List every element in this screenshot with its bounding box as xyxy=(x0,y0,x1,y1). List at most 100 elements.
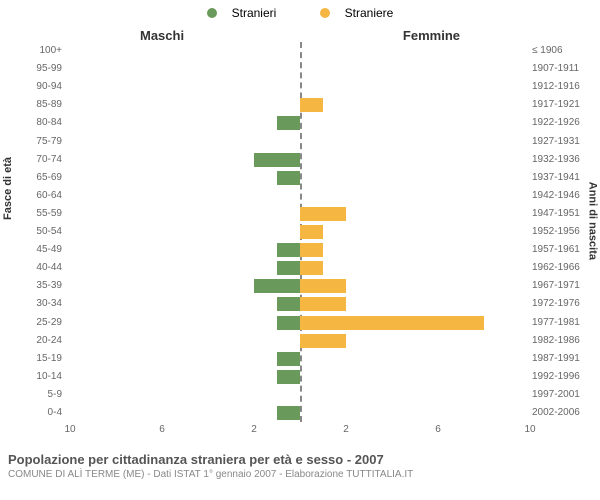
x-tick: 10 xyxy=(524,424,535,435)
legend-dot-female xyxy=(320,8,330,18)
bar-female xyxy=(300,243,323,257)
footer-title: Popolazione per cittadinanza straniera p… xyxy=(8,452,592,467)
bar-male xyxy=(277,297,300,311)
birth-year-label: 1937-1941 xyxy=(532,172,598,183)
age-row: 20-241982-1986 xyxy=(70,332,530,350)
age-label: 45-49 xyxy=(2,244,62,255)
birth-year-label: 1962-1966 xyxy=(532,262,598,273)
age-row: 0-42002-2006 xyxy=(70,404,530,422)
birth-year-label: 1997-2001 xyxy=(532,389,598,400)
footer-subtitle: COMUNE DI ALÌ TERME (ME) - Dati ISTAT 1°… xyxy=(8,469,592,480)
age-row: 10-141992-1996 xyxy=(70,368,530,386)
age-label: 65-69 xyxy=(2,172,62,183)
birth-year-label: 1927-1931 xyxy=(532,136,598,147)
birth-year-label: 1907-1911 xyxy=(532,63,598,74)
age-row: 85-891917-1921 xyxy=(70,96,530,114)
age-label: 70-74 xyxy=(2,154,62,165)
bar-male xyxy=(277,261,300,275)
birth-year-label: 1977-1981 xyxy=(532,317,598,328)
bar-female xyxy=(300,279,346,293)
birth-year-label: ≤ 1906 xyxy=(532,45,598,56)
x-tick: 10 xyxy=(64,424,75,435)
age-label: 95-99 xyxy=(2,63,62,74)
birth-year-label: 1912-1916 xyxy=(532,81,598,92)
age-label: 85-89 xyxy=(2,99,62,110)
x-axis-ticks: 10622610 xyxy=(70,424,530,440)
age-row: 40-441962-1966 xyxy=(70,259,530,277)
age-row: 35-391967-1971 xyxy=(70,277,530,295)
bar-male xyxy=(277,406,300,420)
column-header-male: Maschi xyxy=(140,28,184,43)
age-label: 50-54 xyxy=(2,226,62,237)
legend-label-female: Straniere xyxy=(345,6,394,20)
birth-year-label: 1987-1991 xyxy=(532,353,598,364)
age-row: 30-341972-1976 xyxy=(70,295,530,313)
bar-female xyxy=(300,207,346,221)
bar-female xyxy=(300,334,346,348)
birth-year-label: 1992-1996 xyxy=(532,371,598,382)
bar-male xyxy=(277,316,300,330)
age-label: 75-79 xyxy=(2,136,62,147)
bar-female xyxy=(300,98,323,112)
bar-male xyxy=(277,352,300,366)
legend: Stranieri Straniere xyxy=(0,6,600,21)
birth-year-label: 1972-1976 xyxy=(532,298,598,309)
x-tick: 2 xyxy=(343,424,349,435)
age-row: 45-491957-1961 xyxy=(70,241,530,259)
age-row: 80-841922-1926 xyxy=(70,114,530,132)
x-tick: 6 xyxy=(159,424,165,435)
birth-year-label: 1982-1986 xyxy=(532,335,598,346)
age-row: 75-791927-1931 xyxy=(70,133,530,151)
age-label: 25-29 xyxy=(2,317,62,328)
age-label: 0-4 xyxy=(2,407,62,418)
age-row: 100+≤ 1906 xyxy=(70,42,530,60)
birth-year-label: 1932-1936 xyxy=(532,154,598,165)
age-row: 60-641942-1946 xyxy=(70,187,530,205)
age-label: 100+ xyxy=(2,45,62,56)
age-label: 35-39 xyxy=(2,280,62,291)
age-row: 25-291977-1981 xyxy=(70,314,530,332)
bar-female xyxy=(300,297,346,311)
bar-male xyxy=(277,171,300,185)
age-label: 10-14 xyxy=(2,371,62,382)
x-tick: 2 xyxy=(251,424,257,435)
age-label: 60-64 xyxy=(2,190,62,201)
age-row: 15-191987-1991 xyxy=(70,350,530,368)
age-label: 30-34 xyxy=(2,298,62,309)
birth-year-label: 1947-1951 xyxy=(532,208,598,219)
population-pyramid-chart: Stranieri Straniere Maschi Femmine Fasce… xyxy=(0,0,600,500)
birth-year-label: 1957-1961 xyxy=(532,244,598,255)
age-label: 80-84 xyxy=(2,117,62,128)
bar-male xyxy=(277,116,300,130)
birth-year-label: 1952-1956 xyxy=(532,226,598,237)
age-row: 65-691937-1941 xyxy=(70,169,530,187)
bar-female xyxy=(300,261,323,275)
age-label: 90-94 xyxy=(2,81,62,92)
age-row: 90-941912-1916 xyxy=(70,78,530,96)
chart-footer: Popolazione per cittadinanza straniera p… xyxy=(8,452,592,480)
age-row: 95-991907-1911 xyxy=(70,60,530,78)
bar-male xyxy=(254,279,300,293)
age-label: 15-19 xyxy=(2,353,62,364)
legend-item-female: Straniere xyxy=(310,6,404,20)
age-label: 20-24 xyxy=(2,335,62,346)
birth-year-label: 1942-1946 xyxy=(532,190,598,201)
age-label: 55-59 xyxy=(2,208,62,219)
age-label: 5-9 xyxy=(2,389,62,400)
birth-year-label: 2002-2006 xyxy=(532,407,598,418)
bar-female xyxy=(300,316,484,330)
plot-area: 100+≤ 190695-991907-191190-941912-191685… xyxy=(70,42,530,422)
bar-male xyxy=(254,153,300,167)
birth-year-label: 1917-1921 xyxy=(532,99,598,110)
x-tick: 6 xyxy=(435,424,441,435)
legend-label-male: Stranieri xyxy=(232,6,277,20)
legend-dot-male xyxy=(207,8,217,18)
birth-year-label: 1967-1971 xyxy=(532,280,598,291)
column-header-female: Femmine xyxy=(403,28,460,43)
birth-year-label: 1922-1926 xyxy=(532,117,598,128)
age-label: 40-44 xyxy=(2,262,62,273)
age-row: 55-591947-1951 xyxy=(70,205,530,223)
legend-item-male: Stranieri xyxy=(197,6,287,20)
bar-male xyxy=(277,243,300,257)
bar-female xyxy=(300,225,323,239)
